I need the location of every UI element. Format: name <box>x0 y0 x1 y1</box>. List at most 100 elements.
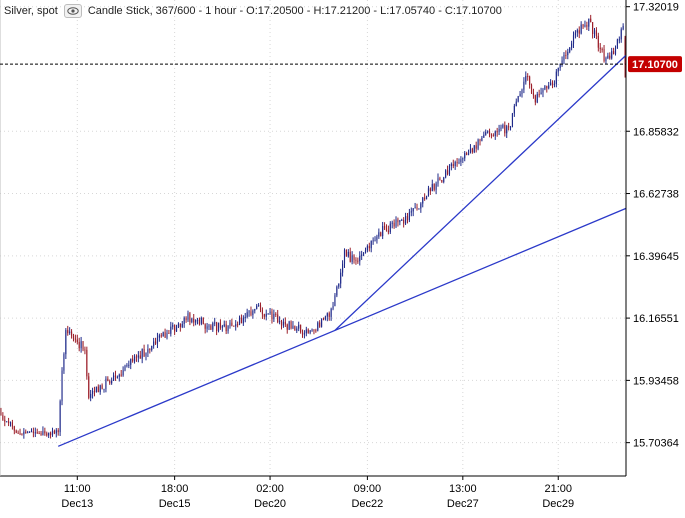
candle <box>57 428 59 436</box>
candle-body <box>187 313 189 320</box>
candle <box>569 46 571 54</box>
candle <box>30 428 33 433</box>
candle-body <box>576 30 578 33</box>
candle-body <box>13 426 15 431</box>
candle <box>170 321 172 337</box>
candle <box>332 301 334 311</box>
candle-body <box>317 322 319 331</box>
candle-body <box>69 331 71 334</box>
eye-icon[interactable] <box>63 4 82 18</box>
candle-body <box>65 330 67 355</box>
candle-body <box>206 326 208 329</box>
trendline[interactable] <box>57 207 627 447</box>
candle <box>206 322 208 333</box>
candle-body <box>588 18 590 27</box>
candle-body <box>273 313 275 320</box>
candle-body <box>321 318 323 327</box>
candle <box>40 431 42 436</box>
candle <box>280 319 283 330</box>
candle-body <box>166 332 168 338</box>
candle-body <box>214 322 216 324</box>
candle <box>410 207 412 217</box>
candle-body <box>57 430 59 433</box>
candle <box>145 352 147 361</box>
candle-body <box>164 332 166 338</box>
candle <box>44 427 46 436</box>
candle-body <box>122 370 124 376</box>
candle <box>195 319 197 326</box>
candle <box>27 430 29 434</box>
candle-body <box>23 431 25 435</box>
candle <box>509 125 512 131</box>
candle <box>364 247 367 254</box>
candle <box>282 318 284 328</box>
candle <box>469 144 472 154</box>
candle-body <box>179 323 181 327</box>
candle <box>95 386 97 393</box>
candle <box>256 303 258 310</box>
candle-body <box>603 49 605 62</box>
candle <box>540 87 542 95</box>
candle <box>72 333 75 342</box>
candle-body <box>181 323 183 327</box>
candle-body <box>2 415 4 420</box>
candle <box>361 250 363 260</box>
candle-body <box>70 331 73 336</box>
candle <box>448 164 451 176</box>
candle <box>553 80 556 88</box>
candle <box>498 124 500 136</box>
candle <box>532 88 535 99</box>
candle-body <box>416 207 418 209</box>
candle-body <box>248 311 250 313</box>
candle <box>389 221 391 235</box>
candle-body <box>198 319 201 324</box>
candle-body <box>61 370 63 402</box>
candle <box>78 337 80 352</box>
candle <box>162 331 164 337</box>
candle-body <box>141 349 143 359</box>
candle <box>456 158 458 167</box>
candle-body <box>301 332 304 335</box>
candle <box>105 376 107 393</box>
candle <box>595 27 597 40</box>
trendline[interactable] <box>334 54 627 331</box>
candle-body <box>38 433 40 435</box>
candle <box>175 324 178 332</box>
candle <box>166 329 168 340</box>
candle-body <box>578 30 580 34</box>
candle <box>424 193 426 201</box>
candle <box>61 367 63 406</box>
candle-body <box>44 431 46 434</box>
candle-body <box>300 324 302 333</box>
y-tick-label: 15.93458 <box>633 375 679 387</box>
candle <box>536 91 538 104</box>
candle-body <box>595 30 597 36</box>
instrument-name: Silver, spot <box>4 5 58 17</box>
candle-body <box>80 341 82 349</box>
candle <box>347 249 349 258</box>
candle-body <box>406 216 409 221</box>
candle-body <box>431 184 433 192</box>
candle <box>523 77 525 94</box>
candle-body <box>605 58 607 62</box>
candle <box>214 317 216 327</box>
candle <box>290 320 292 330</box>
candle-body <box>130 358 132 365</box>
candle-body <box>109 380 111 384</box>
candle <box>427 185 430 197</box>
candle <box>261 307 263 319</box>
candle-body <box>399 220 401 223</box>
candle <box>223 320 225 328</box>
candle <box>488 128 491 138</box>
candle-body <box>216 322 218 331</box>
candle-body <box>481 137 483 142</box>
candle-body <box>55 430 57 434</box>
candle-body <box>494 131 496 136</box>
candle-body <box>424 197 426 200</box>
candle-body <box>521 89 523 94</box>
candle <box>374 236 376 242</box>
candle <box>38 431 40 435</box>
candle-body <box>63 354 65 371</box>
candle-body <box>189 313 191 323</box>
